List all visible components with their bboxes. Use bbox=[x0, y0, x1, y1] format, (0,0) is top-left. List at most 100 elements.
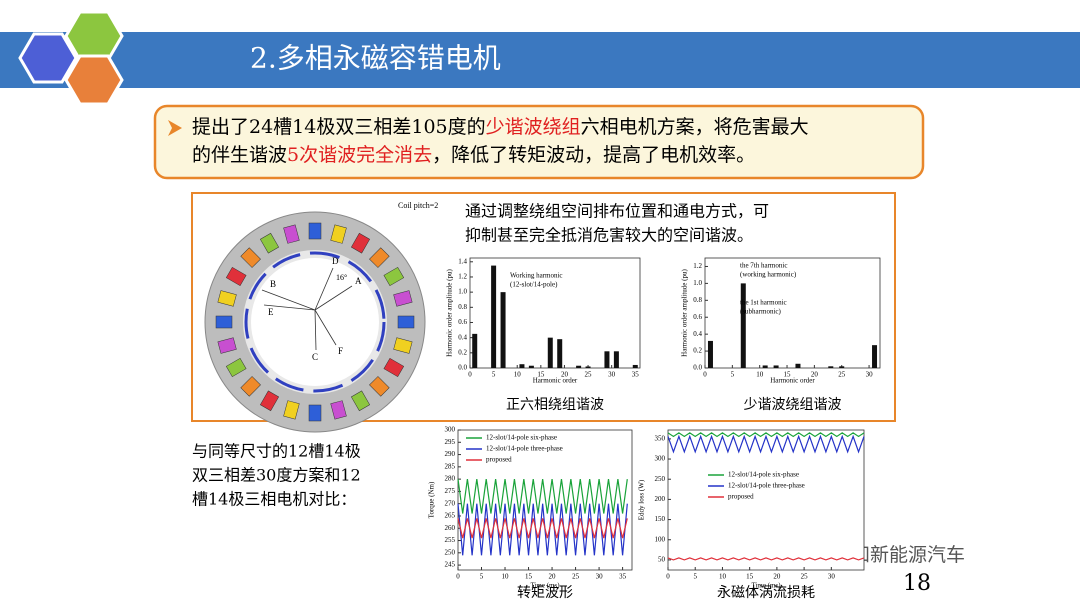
y-tick-label: 275 bbox=[445, 487, 456, 495]
bar bbox=[872, 345, 878, 368]
bar bbox=[576, 365, 582, 368]
y-axis-label: Harmonic order amplitude (pu) bbox=[446, 269, 454, 357]
compare-text: 槽14极三相电机对比： bbox=[192, 490, 356, 509]
bar bbox=[557, 339, 563, 368]
slot bbox=[369, 247, 390, 268]
y-tick-label: 0.8 bbox=[458, 303, 467, 311]
y-tick-label: 1.0 bbox=[693, 279, 702, 287]
bar bbox=[795, 363, 801, 368]
slot bbox=[369, 376, 390, 397]
x-tick-label: 0 bbox=[703, 371, 707, 379]
highlight: 5次谐波完全消去 bbox=[287, 144, 432, 166]
compare-text: 与同等尺寸的12槽14极 bbox=[192, 442, 361, 461]
series-line bbox=[457, 479, 628, 514]
x-tick-label: 5 bbox=[492, 371, 496, 379]
legend-label: proposed bbox=[728, 493, 754, 501]
series-line bbox=[667, 432, 865, 438]
y-tick-label: 260 bbox=[445, 524, 456, 532]
ring bbox=[244, 251, 386, 393]
hexagon bbox=[64, 54, 124, 106]
page-number-box bbox=[882, 565, 952, 601]
slot bbox=[283, 400, 300, 420]
x-tick-label: 0 bbox=[666, 573, 670, 581]
callout-line: 提出了24槽14极双三相差105度的少谐波绕组六相电机方案，将危害最大 bbox=[192, 116, 809, 138]
x-tick-label: 5 bbox=[693, 573, 697, 581]
x-axis-label: Time (ms) bbox=[751, 582, 781, 590]
text: ，降低了转矩波动，提高了电机效率。 bbox=[432, 144, 755, 166]
series-line bbox=[457, 518, 628, 539]
y-tick-label: 0.6 bbox=[458, 318, 467, 326]
bar bbox=[839, 366, 845, 368]
x-tick-label: 10 bbox=[514, 371, 522, 379]
slot bbox=[350, 232, 371, 254]
slot bbox=[259, 390, 280, 412]
bar bbox=[519, 364, 525, 368]
diagram-label: A bbox=[355, 276, 362, 286]
annotation: (working harmonic) bbox=[740, 271, 797, 279]
y-tick-label: 300 bbox=[445, 426, 456, 434]
x-axis-label: Harmonic order bbox=[770, 377, 815, 385]
x-tick-label: 20 bbox=[811, 371, 819, 379]
y-tick-label: 0.2 bbox=[458, 348, 467, 356]
y-tick-label: 50 bbox=[658, 556, 666, 564]
y-tick-label: 100 bbox=[655, 535, 666, 543]
bar bbox=[604, 351, 610, 368]
legend-label: proposed bbox=[486, 456, 512, 464]
y-tick-label: 290 bbox=[445, 450, 456, 458]
bar bbox=[707, 340, 713, 368]
y-tick-label: 0.0 bbox=[693, 364, 702, 372]
diagram-label: F bbox=[338, 346, 343, 356]
y-tick-label: 1.0 bbox=[458, 288, 467, 296]
hexagon bbox=[64, 10, 124, 62]
callout-line: 的伴生谐波5次谐波完全消去，降低了转矩波动，提高了电机效率。 bbox=[192, 144, 755, 166]
slot bbox=[259, 232, 280, 254]
slot bbox=[217, 290, 237, 307]
bar bbox=[740, 283, 746, 368]
plot-frame bbox=[667, 429, 865, 571]
slot bbox=[215, 315, 233, 329]
x-axis-label: Harmonic order bbox=[533, 377, 578, 385]
x-tick-label: 10 bbox=[719, 573, 727, 581]
legend-label: 12-slot/14-pole three-phase bbox=[486, 445, 563, 453]
y-tick-label: 295 bbox=[445, 438, 456, 446]
series-line bbox=[457, 503, 628, 556]
diagram-label: D bbox=[332, 256, 339, 266]
slot bbox=[225, 357, 247, 378]
y-tick-label: 1.4 bbox=[458, 257, 467, 265]
x-tick-label: 15 bbox=[525, 573, 533, 581]
slot bbox=[393, 290, 413, 307]
diagram-label: 16° bbox=[336, 273, 347, 282]
plot-frame bbox=[704, 257, 881, 369]
chart-caption: 正六相绕组谐波 bbox=[506, 397, 604, 413]
annotation: (12-slot/14-pole) bbox=[510, 281, 558, 289]
slide-title: 2.多相永磁容错电机 bbox=[250, 42, 501, 75]
annotation: the 7th harmonic bbox=[740, 262, 787, 270]
hexagon bbox=[18, 32, 78, 84]
chart-caption: 转矩波形 bbox=[517, 585, 573, 601]
slot bbox=[217, 337, 237, 354]
bar bbox=[773, 365, 779, 368]
bar bbox=[472, 333, 478, 368]
x-tick-label: 25 bbox=[572, 573, 580, 581]
watermark: 焉知新能源汽车 bbox=[832, 544, 965, 566]
chart-caption: 永磁体涡流损耗 bbox=[717, 585, 815, 601]
callout-box bbox=[153, 104, 925, 180]
x-tick-label: 0 bbox=[468, 371, 472, 379]
highlight: 少谐波绕组 bbox=[486, 116, 581, 138]
slot bbox=[393, 337, 413, 354]
slot bbox=[330, 224, 347, 244]
y-tick-label: 265 bbox=[445, 512, 456, 520]
x-tick-label: 25 bbox=[801, 573, 809, 581]
x-tick-label: 30 bbox=[608, 371, 616, 379]
chart-caption: 少谐波绕组谐波 bbox=[744, 397, 842, 413]
text: 六相电机方案，将危害最大 bbox=[581, 116, 809, 138]
y-tick-label: 270 bbox=[445, 499, 456, 507]
annotation: Working harmonic bbox=[510, 272, 563, 280]
y-tick-label: 300 bbox=[655, 455, 666, 463]
x-tick-label: 20 bbox=[561, 371, 569, 379]
slot bbox=[350, 390, 371, 412]
y-tick-label: 200 bbox=[655, 495, 666, 503]
y-tick-label: 255 bbox=[445, 536, 456, 544]
x-tick-label: 20 bbox=[773, 573, 781, 581]
x-tick-label: 15 bbox=[746, 573, 754, 581]
